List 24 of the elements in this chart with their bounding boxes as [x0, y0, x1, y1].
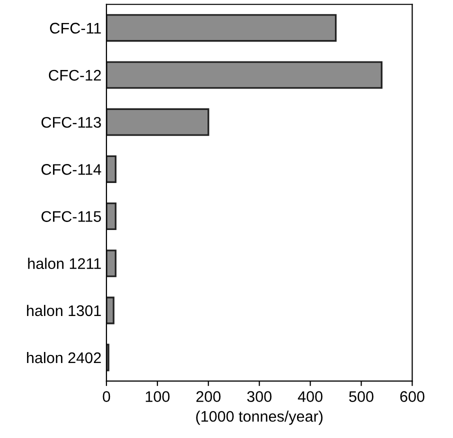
- y-tick-label: halon 1211: [28, 258, 101, 270]
- x-tick-label: 400: [298, 391, 322, 402]
- bar: [106, 108, 210, 136]
- bar: [106, 61, 382, 89]
- y-tick-label: CFC-114: [42, 164, 102, 175]
- x-tick-label: 600: [400, 391, 424, 402]
- y-tick-label: CFC-113: [42, 116, 101, 128]
- x-tick-label: 0: [102, 391, 110, 402]
- y-tick-label: CFC-115: [42, 211, 101, 222]
- bar: [106, 296, 114, 324]
- bar: [106, 14, 337, 42]
- x-tick-label: 300: [247, 391, 272, 402]
- x-axis-title: (1000 tonnes/year): [196, 410, 323, 425]
- x-tick-label: 100: [146, 391, 170, 402]
- bar: [106, 202, 116, 230]
- bar: [106, 155, 116, 183]
- y-tick-label: CFC-11: [50, 22, 101, 34]
- x-tick-label: 200: [196, 391, 221, 402]
- y-tick-label: halon 1301: [27, 304, 101, 316]
- bar: [106, 344, 110, 372]
- bar: [106, 250, 116, 278]
- x-tick-label: 500: [349, 391, 374, 402]
- y-tick-label: halon 2402: [27, 352, 101, 364]
- y-tick-label: CFC-12: [48, 70, 101, 81]
